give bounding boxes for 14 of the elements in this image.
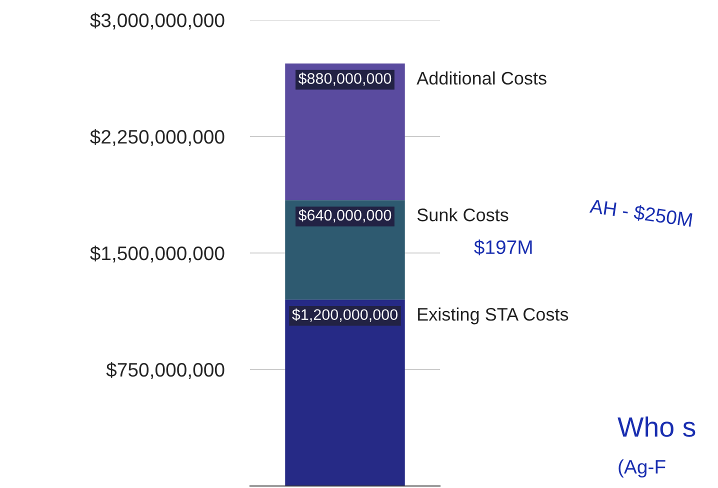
text: (Ag-F bbox=[618, 459, 666, 478]
data-label: $880,000,000 bbox=[298, 72, 392, 86]
y-tick-label: $3,000,000,000 bbox=[90, 12, 224, 30]
data-label: $640,000,000 bbox=[298, 209, 392, 222]
series-label: Sunk Costs bbox=[417, 208, 508, 222]
y-tick-label: $750,000,000 bbox=[106, 362, 224, 380]
data-label: $1,200,000,000 bbox=[292, 308, 398, 322]
text: Who s bbox=[618, 416, 696, 437]
series-label: Existing STA Costs bbox=[418, 307, 568, 324]
y-tick-label: $2,250,000,000 bbox=[90, 129, 224, 146]
text: $197M bbox=[474, 240, 532, 256]
series-label: Additional Costs bbox=[416, 71, 546, 85]
y-tick-label: $1,500,000,000 bbox=[90, 246, 224, 263]
text: AH - $250M bbox=[589, 198, 692, 228]
